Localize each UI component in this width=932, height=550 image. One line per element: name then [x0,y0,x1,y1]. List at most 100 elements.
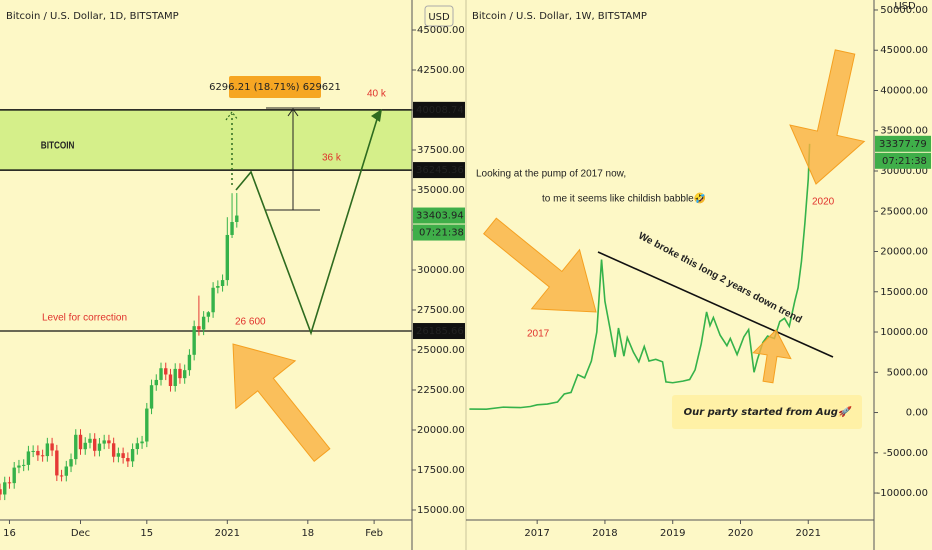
x-tick-label: 18 [301,528,314,539]
callout-arrow [482,217,597,313]
y-tick-label: 30000.00 [880,166,928,177]
candle-body [78,434,83,450]
candle-body [159,368,163,380]
left-annotations [0,109,412,332]
note: Looking at the pump of 2017 now, [476,169,626,180]
candle-body [40,455,45,457]
candle-body [121,453,125,458]
dotted-head [225,111,239,121]
y-tick-label: 10000.00 [880,327,928,338]
candle-body [140,441,144,444]
countdown: 07:21:38 [882,156,927,167]
currency-label: USD [894,1,916,12]
candle-body [74,434,78,460]
y-tick-label: 25000.00 [417,345,465,356]
candle-body [69,459,73,467]
note: 2020 [812,197,835,208]
y-tick-label: -10000.00 [877,488,928,499]
candle-body [50,443,54,451]
last-price: 33377.79 [879,139,927,150]
y-tick-label: 27500.00 [417,305,465,316]
candle-body [111,443,116,457]
candle-body [145,408,149,442]
countdown-box [875,152,931,169]
candle-body [154,379,158,386]
y-tick-label: -5000.00 [883,448,928,459]
zone-top-price: 40008.74 [416,105,464,116]
countdown: 07:21:38 [419,228,464,239]
candle-body [187,354,192,371]
x-tick-label: 2021 [796,528,821,539]
last-price-box [875,135,931,152]
y-tick-label: 45000.00 [417,25,465,36]
x-tick-label: 16 [3,528,16,539]
currency-label: USD [428,12,450,23]
zone-top-price-box [413,101,465,118]
candle-body [3,482,7,495]
correction-price-box [413,323,465,340]
candle-body [31,450,35,452]
candle-body [173,368,177,386]
projection-path [235,115,379,336]
note: Level for correction [42,313,127,324]
x-tick-label: 15 [140,528,153,539]
candle-body [225,234,230,281]
candle-body [45,443,50,457]
x-tick-label: 2018 [592,528,617,539]
candle-body [97,443,102,451]
candle-body [88,438,92,443]
candle-body [220,280,225,286]
y-tick-label: 22500.00 [417,385,465,396]
projection-head [371,109,382,122]
candle-body [178,368,182,379]
y-tick-label: 5000.00 [887,367,928,378]
y-tick-label: 20000.00 [880,247,928,258]
callout-arrow [752,329,792,384]
x-tick-label: Feb [365,528,383,539]
left-title: Bitcoin / U.S. Dollar, 1D, BITSTAMP [6,11,179,22]
candle-body [102,440,106,444]
candle-body [216,286,220,288]
last-price: 33403.94 [416,211,464,222]
x-tick-label: Dec [71,528,90,539]
candle-body [130,449,135,462]
measure-head [287,108,299,117]
target-zone [0,109,412,171]
candle-body [192,326,196,355]
headline: BITCOIN [41,140,75,151]
candle-body [197,326,201,330]
callout-arrow [232,343,331,462]
note: 26 600 [235,317,266,328]
candle-body [0,489,2,495]
y-tick-label: 25000.00 [880,206,928,217]
candle-body [116,453,121,457]
candle-body [55,450,59,476]
x-tick-label: 2019 [660,528,685,539]
y-tick-label: 37500.00 [417,145,465,156]
candle-body [21,464,26,466]
y-tick-label: 35000.00 [880,126,928,137]
candle-body [12,467,16,484]
candle-body [164,368,168,375]
y-tick-label: 35000.00 [417,185,465,196]
zone-bottom-price: 36245.36 [416,165,464,176]
measure-label: 6296.21 (18.71%) 629621 [209,82,341,93]
candle-body [201,316,206,330]
candle-body [235,215,239,222]
y-tick-label: 40000.00 [880,85,928,96]
countdown-box [413,224,465,241]
candle-body [17,465,21,468]
candle-body [7,482,12,484]
callout-arrow [789,49,866,185]
zone-bottom-price-box [413,162,465,179]
x-tick-label: 2020 [728,528,753,539]
candle-body [93,438,97,451]
currency-button[interactable] [424,5,454,27]
y-tick-label: 20000.00 [417,425,465,436]
candle-body [107,440,111,444]
y-tick-label: 30000.00 [417,265,465,276]
trend-line [597,251,834,358]
note: 40 k [367,89,387,100]
correction-price: 26185.66 [416,326,464,337]
